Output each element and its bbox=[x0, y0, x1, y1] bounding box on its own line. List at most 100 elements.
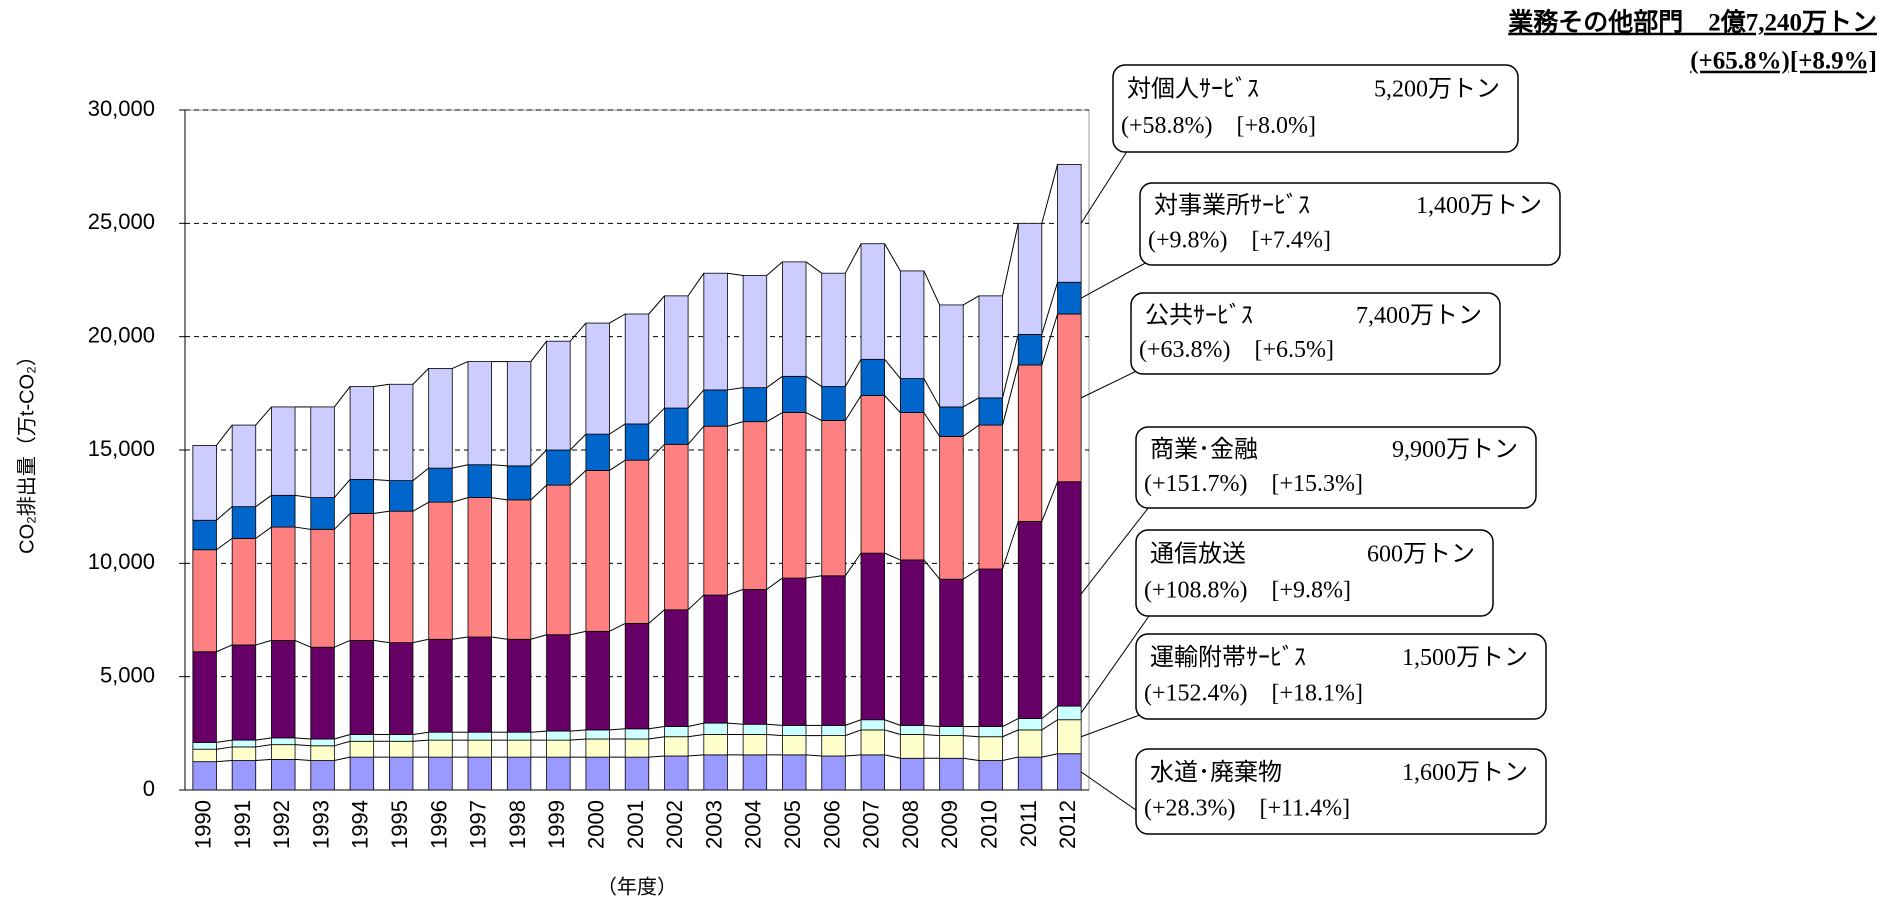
connector-line bbox=[1002, 729, 1019, 738]
connector-line bbox=[412, 467, 429, 481]
x-tick-label: 1991 bbox=[230, 800, 255, 849]
connector-line bbox=[216, 424, 233, 446]
y-tick-label: 10,000 bbox=[88, 549, 155, 574]
bar-segment bbox=[703, 722, 728, 735]
connector-line bbox=[805, 375, 823, 387]
callout-change: (+151.7%) [+15.3%] bbox=[1144, 471, 1363, 497]
connector-line bbox=[766, 733, 783, 737]
bar-segment bbox=[1057, 313, 1082, 483]
bar-segment bbox=[782, 754, 807, 791]
x-tick-label: 1994 bbox=[348, 800, 373, 849]
bar-segment bbox=[231, 644, 257, 741]
connector-line bbox=[216, 506, 233, 521]
connector-line bbox=[570, 630, 587, 636]
chart-subtitle: (+65.8%)[+8.9%] bbox=[1690, 48, 1877, 75]
bar-segment bbox=[1017, 729, 1043, 758]
bar-segment bbox=[349, 386, 375, 480]
connector-line bbox=[373, 510, 390, 514]
bar-segment bbox=[860, 358, 886, 397]
bar-segment bbox=[939, 435, 964, 580]
bar-segment bbox=[271, 744, 296, 760]
bar-segment bbox=[782, 577, 807, 726]
y-tick-label: 0 bbox=[143, 776, 155, 801]
connector-line bbox=[333, 479, 351, 498]
bar-segment bbox=[231, 538, 257, 646]
bar-segment bbox=[428, 739, 453, 758]
connector-line bbox=[1041, 282, 1059, 335]
connector-line bbox=[1041, 753, 1058, 758]
connector-line bbox=[687, 425, 705, 445]
bar-segment bbox=[860, 754, 886, 791]
connector-line bbox=[648, 755, 665, 758]
bar-segment bbox=[624, 459, 650, 624]
connector-line bbox=[923, 378, 941, 408]
bar-segment bbox=[428, 638, 453, 733]
bar-segment bbox=[821, 725, 846, 737]
connector-line bbox=[570, 738, 586, 741]
bar-segment bbox=[1017, 333, 1043, 366]
connector-line bbox=[412, 368, 430, 385]
connector-line bbox=[727, 272, 744, 276]
bar-segment bbox=[585, 433, 610, 471]
bar-segment bbox=[939, 726, 964, 736]
legend-label: 公共ｻｰﾋﾞｽ bbox=[1145, 302, 1253, 329]
bar-segment bbox=[388, 480, 414, 512]
bar-segment bbox=[546, 756, 571, 791]
legend-label: 通信放送 bbox=[1150, 540, 1246, 567]
bar-segment bbox=[1057, 163, 1082, 283]
x-tick-label: 1996 bbox=[426, 800, 451, 849]
connector-line bbox=[216, 739, 233, 743]
bar-segment bbox=[506, 731, 532, 741]
callout-amount: 5,200万トン bbox=[1374, 77, 1500, 103]
bar-segment bbox=[271, 406, 296, 496]
bar-segment bbox=[978, 295, 1003, 399]
bar-segment bbox=[231, 424, 257, 508]
connector-line bbox=[569, 433, 587, 451]
bar-segment bbox=[1057, 719, 1082, 755]
connector-line bbox=[884, 719, 901, 726]
connector-line bbox=[1041, 705, 1058, 719]
bar-segment bbox=[664, 443, 689, 611]
connector-line bbox=[216, 760, 233, 763]
callout-change: (+108.8%) [+9.8%] bbox=[1144, 577, 1351, 603]
callout-change: (+28.3%) [+11.4%] bbox=[1144, 796, 1350, 822]
connector-line bbox=[294, 494, 311, 499]
bar-segment bbox=[1057, 281, 1082, 315]
bar-segment bbox=[624, 756, 650, 791]
connector-line bbox=[923, 733, 940, 737]
x-tick-label: 2010 bbox=[977, 800, 1002, 849]
connector-line bbox=[294, 639, 311, 648]
bar-segment bbox=[310, 646, 335, 740]
bar-segment bbox=[860, 729, 886, 756]
callout-amount: 9,900万トン bbox=[1392, 437, 1518, 463]
connector-line bbox=[530, 340, 547, 362]
connector-line bbox=[1002, 521, 1019, 570]
connector-line bbox=[530, 449, 547, 467]
x-tick-label: 1993 bbox=[308, 800, 333, 849]
connector-line bbox=[687, 389, 705, 409]
bar-segment bbox=[349, 479, 375, 514]
bar-segment bbox=[939, 735, 964, 759]
x-tick-label: 1992 bbox=[269, 800, 294, 849]
bar-segment bbox=[899, 270, 925, 379]
connector-line bbox=[648, 609, 665, 624]
connector-line bbox=[255, 406, 272, 426]
x-tick-label: 1999 bbox=[544, 800, 569, 849]
connector-line bbox=[255, 758, 272, 762]
callout-amount: 1,500万トン bbox=[1402, 645, 1528, 671]
bar-segment bbox=[349, 640, 375, 735]
callout-amount: 7,400万トン bbox=[1356, 303, 1482, 329]
bar-segment bbox=[546, 484, 571, 636]
x-tick-label: 2009 bbox=[937, 800, 962, 849]
bar-segment bbox=[664, 295, 689, 409]
connector-line bbox=[412, 739, 429, 742]
bar-segment bbox=[821, 420, 846, 577]
connector-line bbox=[373, 478, 390, 482]
bar-segment bbox=[939, 757, 964, 791]
bar-segment bbox=[782, 375, 807, 414]
bar-segment bbox=[231, 506, 257, 539]
bar-segment bbox=[310, 497, 335, 530]
connector-line bbox=[334, 733, 351, 740]
bar-segment bbox=[428, 367, 453, 469]
